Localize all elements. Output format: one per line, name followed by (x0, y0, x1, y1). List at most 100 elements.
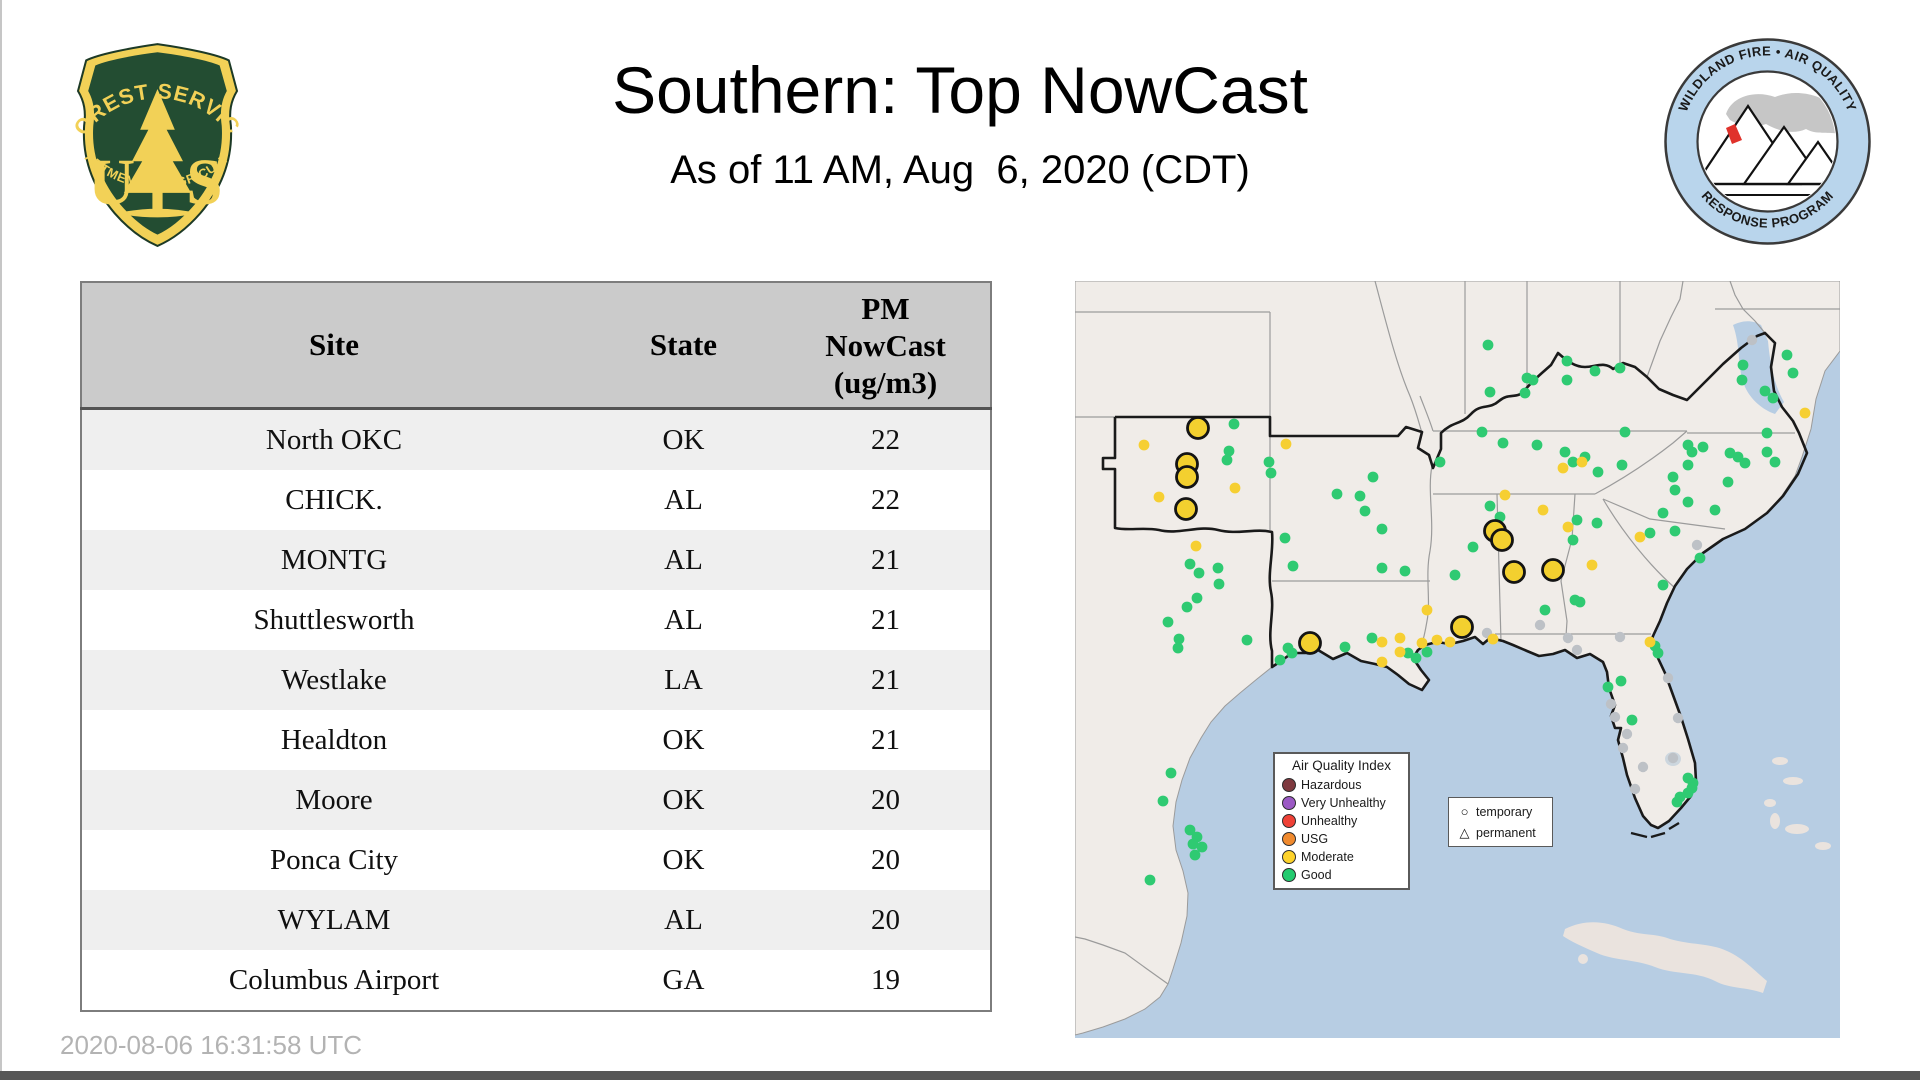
site-dot (1616, 459, 1628, 471)
site-dot (1450, 615, 1474, 639)
site-dot (1376, 562, 1388, 574)
wfaqrp-logo-icon: WILDLAND FIRE • AIR QUALITY RESPONSE PRO… (1664, 38, 1871, 245)
site-dot (1184, 558, 1196, 570)
site-dot (1567, 456, 1579, 468)
table-row: North OKC OK 22 (81, 408, 991, 470)
site-column-header: Site (81, 282, 586, 410)
map-canvas (1075, 281, 1840, 1038)
site-dot (1416, 637, 1428, 649)
nowcast-table: Site State PM NowCast (ug/m3) North OKC O… (80, 281, 992, 1012)
site-dot (1682, 459, 1694, 471)
site-dot (1265, 467, 1277, 479)
page-subtitle: As of 11 AM, Aug 6, 2020 (CDT) (670, 148, 1250, 192)
pm-cell: 21 (871, 663, 900, 696)
site-dot (1410, 652, 1422, 664)
permanent-triangle-icon: △ (1459, 824, 1470, 840)
site-dot (1434, 456, 1446, 468)
site-dot (1184, 824, 1196, 836)
site-dot (1621, 728, 1633, 740)
site-dot (1359, 505, 1371, 517)
temporary-label: temporary (1476, 804, 1533, 819)
site-dot (1667, 752, 1679, 764)
site-dot (1339, 641, 1351, 653)
florida-keys (1630, 821, 1680, 839)
site-dot (1787, 367, 1799, 379)
site-dot (1431, 634, 1443, 646)
marker-type-legend: ○ temporary △ permanent (1448, 797, 1553, 847)
site-cell: Moore (295, 783, 373, 816)
site-dot (1165, 767, 1177, 779)
site-cell: MONTG (280, 543, 388, 576)
site-dot (1476, 426, 1488, 438)
site-dot (1274, 654, 1286, 666)
site-dot (1527, 374, 1539, 386)
aqi-legend: Air Quality Index Hazardous Very Unhealth… (1273, 752, 1410, 890)
site-dot (1557, 462, 1569, 474)
window-left-border (0, 0, 2, 1080)
state-cell: GA (662, 963, 705, 996)
aqi-map: Air Quality Index Hazardous Very Unhealth… (1075, 281, 1840, 1038)
site-dot (1367, 471, 1379, 483)
site-dot (1761, 446, 1773, 458)
site-dot (1619, 426, 1631, 438)
state-cell: AL (664, 903, 703, 936)
site-dot (1592, 466, 1604, 478)
state-cell: OK (662, 423, 705, 456)
pm-cell: 22 (871, 483, 900, 516)
site-dot (1402, 647, 1414, 659)
legend-label: Very Unhealthy (1301, 796, 1386, 810)
site-dot (1644, 527, 1656, 539)
table-row: CHICK. AL 22 (81, 470, 991, 530)
wfaqrp-logo: WILDLAND FIRE • AIR QUALITY RESPONSE PRO… (1660, 34, 1875, 254)
site-dot (1280, 438, 1292, 450)
legend-label: Hazardous (1301, 778, 1362, 792)
site-dot (1686, 782, 1698, 794)
site-dot (1657, 579, 1669, 591)
temporary-moderate-dots (1174, 416, 1565, 655)
state-cell: AL (664, 483, 703, 516)
table-row: Ponca City OK 20 (81, 830, 991, 890)
svg-text:S: S (186, 147, 222, 219)
site-dot (1376, 636, 1388, 648)
site-dot (1686, 446, 1698, 458)
site-cell: Columbus Airport (228, 963, 440, 996)
state-cell: OK (662, 843, 705, 876)
pm-cell: 20 (871, 783, 900, 816)
site-dot (1157, 795, 1169, 807)
site-dot (1173, 633, 1185, 645)
site-dot (1691, 539, 1703, 551)
table-row: Shuttlesworth AL 21 (81, 590, 991, 650)
site-dot (1562, 632, 1574, 644)
table-row: Moore OK 20 (81, 770, 991, 830)
site-dot (1175, 465, 1199, 489)
site-dot (1561, 355, 1573, 367)
pm-cell: 19 (871, 963, 900, 996)
site-dot (1591, 517, 1603, 529)
site-dot (1499, 489, 1511, 501)
site-dot (1162, 616, 1174, 628)
table-row: Columbus Airport GA 19 (81, 950, 991, 1011)
site-dot (1799, 407, 1811, 419)
state-cell: OK (662, 783, 705, 816)
permanent-marker-row: △ permanent (1457, 822, 1552, 843)
site-dot (1615, 675, 1627, 687)
flame-icon (1726, 124, 1742, 144)
site-dot (1490, 528, 1514, 552)
site-dot (1279, 532, 1291, 544)
site-dot (1172, 642, 1184, 654)
site-dot (1614, 631, 1626, 643)
site-cell: North OKC (265, 423, 403, 456)
site-dot (1484, 386, 1496, 398)
temporary-marker-row: ○ temporary (1457, 801, 1552, 822)
site-dot (1669, 525, 1681, 537)
site-dot (1605, 698, 1617, 710)
legend-label: USG (1301, 832, 1329, 846)
site-dot (1569, 594, 1581, 606)
pm-cell: 21 (871, 723, 900, 756)
legend-item: Good (1282, 866, 1408, 884)
legend-item: USG (1282, 830, 1408, 848)
legend-color-icon (1282, 796, 1296, 810)
site-dot (1769, 456, 1781, 468)
legend-item: Hazardous (1282, 776, 1408, 794)
site-dot (1571, 514, 1583, 526)
